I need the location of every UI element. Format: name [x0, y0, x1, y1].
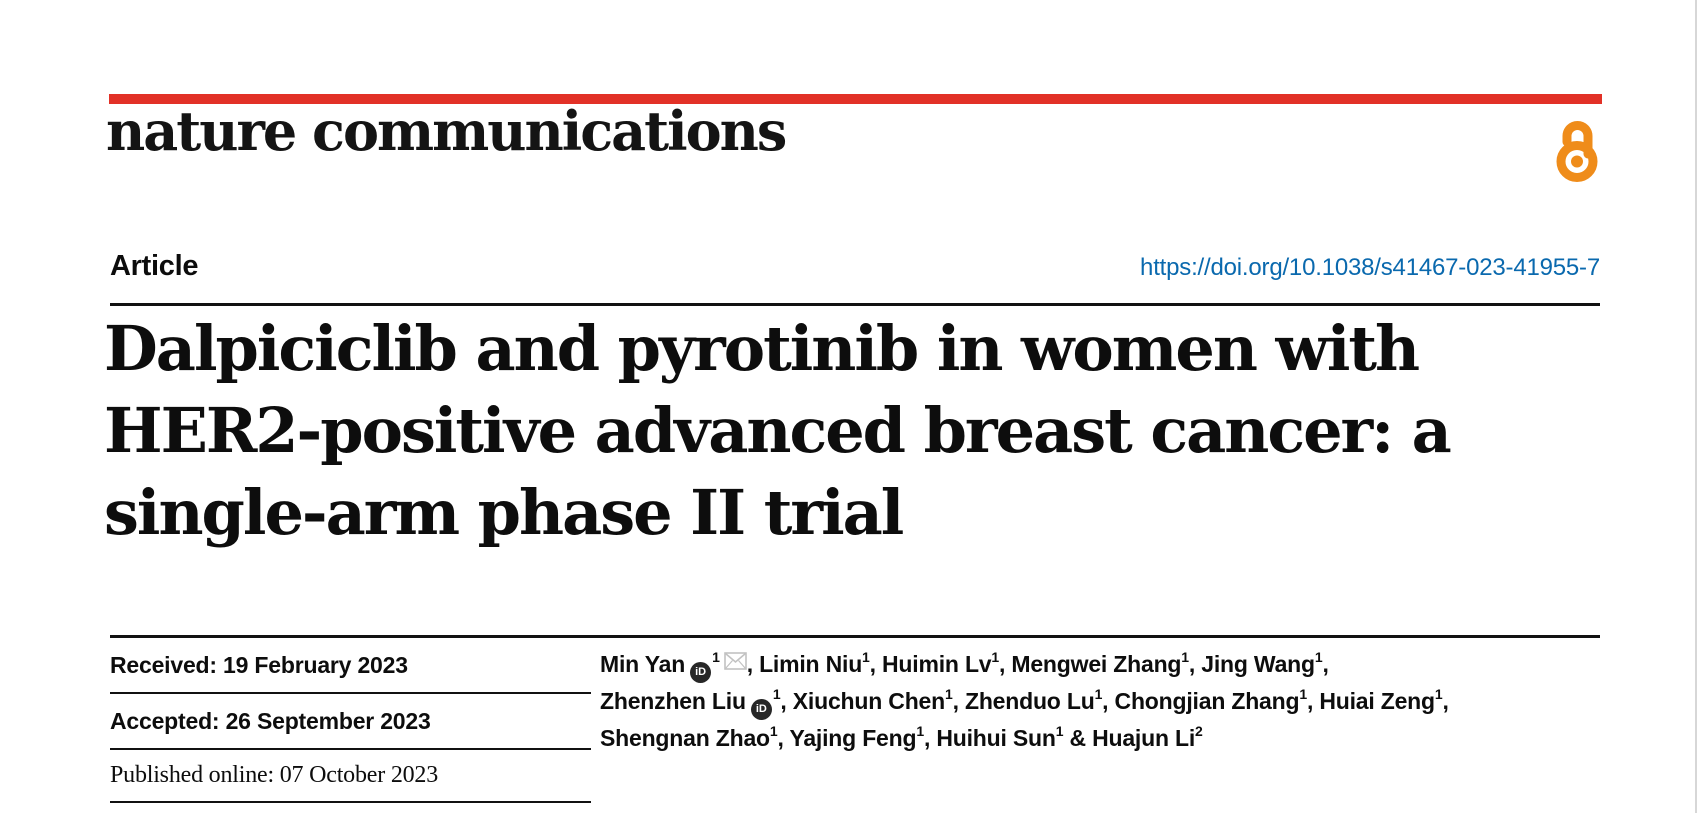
author-name-text: Min Yan	[600, 651, 686, 677]
affiliation-superscript: 1	[916, 723, 924, 740]
author-name-text: , Huimin Lv	[869, 651, 992, 677]
envelope-icon[interactable]	[723, 652, 747, 670]
affiliation-superscript: 1	[1094, 686, 1103, 703]
affiliation-superscript: 1	[862, 649, 870, 666]
author-line: Shengnan Zhao1, Yajing Feng1, Huihui Sun…	[600, 720, 1610, 757]
orcid-id-icon[interactable]: iD	[690, 661, 712, 683]
author-name-text: , Mengwei Zhang	[999, 651, 1182, 677]
author-line: Min Yan iD1 , Limin Niu1, Huimin Lv1, Men…	[600, 646, 1610, 683]
title-line-3: single-arm phase II trial	[104, 476, 904, 549]
title-line-1: Dalpiciclib and pyrotinib in women with	[104, 312, 1420, 385]
affiliation-superscript: 1	[1434, 686, 1443, 703]
author-name-text: , Jing Wang	[1188, 651, 1315, 677]
author-name-text: ,	[1442, 688, 1449, 714]
orcid-id-icon[interactable]: iD	[750, 698, 772, 720]
author-line: Zhenzhen Liu iD1, Xiuchun Chen1, Zhenduo …	[600, 683, 1610, 720]
title-line-2: HER2-positive advanced breast cancer: a	[104, 394, 1452, 467]
history-row-received: Received: 19 February 2023	[110, 638, 591, 694]
accepted-date: Accepted: 26 September 2023	[110, 707, 431, 734]
article-divider-rule	[110, 303, 1600, 306]
affiliation-superscript: 1	[945, 686, 953, 703]
author-name-text: , Chongjian Zhang	[1102, 688, 1300, 714]
author-name-text: Zhenzhen Liu	[600, 688, 746, 714]
affiliation-superscript: 1	[991, 649, 999, 666]
affiliation-superscript: 1	[1181, 649, 1189, 666]
affiliation-superscript: 1	[1314, 649, 1323, 666]
brand-red-bar	[109, 94, 1602, 104]
author-list: Min Yan iD1 , Limin Niu1, Huimin Lv1, Men…	[600, 646, 1610, 757]
published-date: Published online: 07 October 2023	[110, 762, 439, 788]
affiliation-superscript: 2	[1195, 723, 1203, 740]
author-name-text: ,	[1322, 651, 1329, 677]
article-history-table: Received: 19 February 2023 Accepted: 26 …	[110, 638, 591, 803]
affiliation-superscript: 1	[772, 686, 781, 703]
history-row-published: Published online: 07 October 2023	[110, 750, 591, 803]
history-row-accepted: Accepted: 26 September 2023	[110, 694, 591, 750]
paper-title: Dalpiciclib and pyrotinib in women with …	[104, 308, 1504, 554]
affiliation-superscript: 1	[769, 723, 778, 740]
section-top-rule	[110, 635, 1600, 638]
doi-link[interactable]: https://doi.org/10.1038/s41467-023-41955…	[1140, 254, 1600, 281]
affiliation-superscript: 1	[1055, 723, 1064, 740]
journal-logo: nature communications	[106, 99, 787, 163]
author-name-text: , Limin Niu	[746, 651, 863, 677]
author-name-text: & Huajun Li	[1063, 725, 1196, 751]
received-date: Received: 19 February 2023	[110, 651, 408, 678]
open-access-padlock-icon	[1556, 121, 1598, 182]
author-name-text: , Yajing Feng	[777, 725, 917, 751]
author-name-text: Shengnan Zhao	[600, 725, 770, 751]
affiliation-superscript: 1	[1299, 686, 1307, 703]
author-name-text: , Xiuchun Chen	[780, 688, 945, 714]
affiliation-superscript: 1	[712, 649, 720, 666]
author-name-text: , Zhenduo Lu	[952, 688, 1095, 714]
article-header-row: Article https://doi.org/10.1038/s41467-0…	[110, 250, 1600, 283]
author-name-text: , Huihui Sun	[923, 725, 1056, 751]
article-type-label: Article	[110, 250, 199, 282]
author-name-text: , Huiai Zeng	[1306, 688, 1435, 714]
page-edge-border	[1695, 0, 1697, 813]
